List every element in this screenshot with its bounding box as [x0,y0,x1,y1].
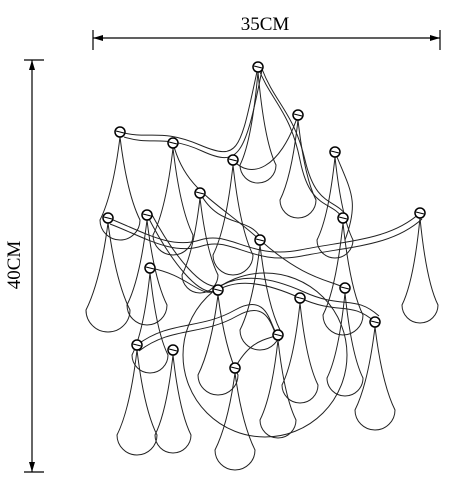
width-dimension: 35CM [92,14,441,50]
glass-drop [214,372,256,471]
glass-drop [259,339,297,439]
socket-detail [228,158,238,162]
socket-detail [338,216,348,220]
socket-detail [168,348,178,352]
socket-detail [295,296,305,300]
glass-drop [212,164,254,276]
socket-detail [370,320,380,324]
glass-drop [181,197,219,294]
socket-detail [145,266,155,270]
glass-drop [131,272,169,374]
socket-detail [340,286,350,290]
glass-drop [152,147,194,256]
socket-detail [255,238,265,242]
socket-detail [253,65,263,69]
socket-detail [293,113,303,117]
glass-drop [326,292,364,397]
ring [182,272,348,438]
branch [136,303,281,352]
glass-drop [281,302,319,404]
height-label: 40CM [4,241,25,290]
branch [119,66,263,159]
glass-drop [354,326,396,431]
socket-detail [103,216,113,220]
socket-detail [230,366,240,370]
glass-drop [322,222,364,336]
glass-drop [116,349,158,456]
branch [257,66,348,219]
glass-drop [401,217,439,324]
glass-drop [85,222,131,333]
socket-detail [115,130,125,134]
glass-drop [99,136,141,241]
socket-detail [273,333,283,337]
socket-detail [142,213,152,217]
glass-drop [239,71,277,184]
glass-drop [154,354,192,454]
socket-detail [195,191,205,195]
socket-detail [213,288,223,292]
glass-drop [279,119,317,219]
glass-drop [197,294,239,396]
socket-detail [330,150,340,154]
socket-detail [168,141,178,145]
glass-drop [126,219,168,326]
width-label: 35CM [241,14,290,35]
branch [107,212,423,259]
chandelier [85,61,439,471]
height-dimension: 40CM [4,59,44,473]
glass-drop [239,244,281,351]
socket-detail [132,343,142,347]
socket-detail [415,211,425,215]
glass-drop [316,156,354,259]
branch [149,192,279,369]
